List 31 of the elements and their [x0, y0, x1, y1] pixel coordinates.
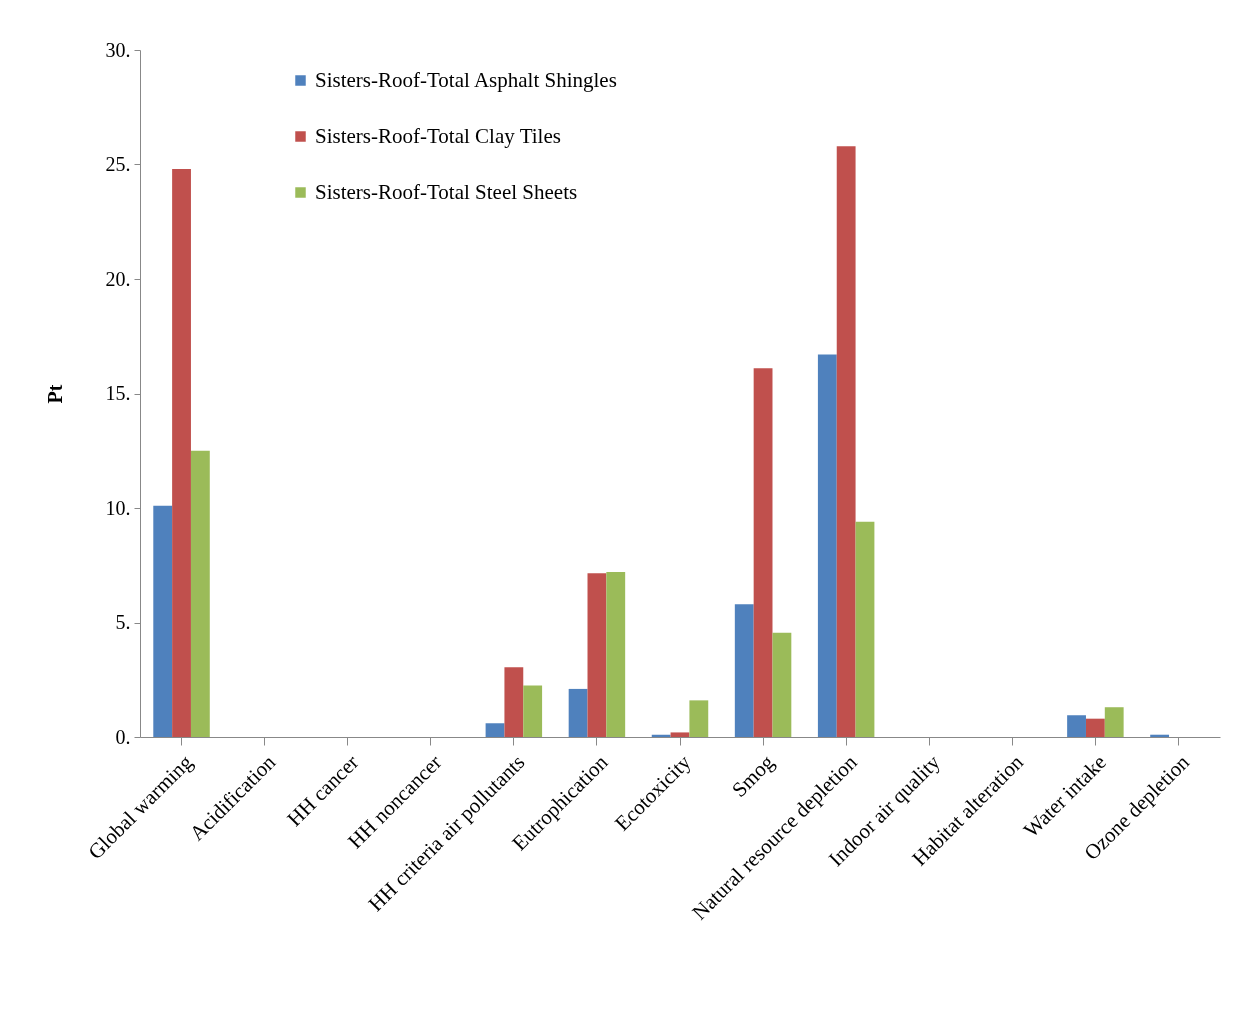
bar	[670, 732, 690, 737]
bar	[734, 604, 754, 737]
y-tick-label: 15.	[105, 382, 131, 404]
y-axis-title: Pt	[43, 384, 66, 404]
legend-label: Sisters-Roof-Total Steel Sheets	[315, 179, 578, 204]
y-tick-label: 10.	[105, 496, 131, 519]
bar	[836, 146, 856, 737]
bar	[772, 632, 792, 737]
bar	[855, 521, 875, 737]
bar	[504, 667, 524, 737]
bar	[689, 700, 709, 737]
bar	[485, 723, 505, 737]
bar	[568, 688, 588, 737]
legend-label: Sisters-Roof-Total Clay Tiles	[315, 123, 561, 148]
bar	[523, 685, 543, 737]
bar	[817, 354, 837, 737]
bar	[153, 505, 173, 737]
bar	[587, 573, 607, 737]
y-tick-label: 0.	[115, 725, 131, 748]
bar	[1085, 718, 1105, 737]
bar	[606, 572, 626, 737]
y-tick-label: 20.	[105, 267, 131, 290]
bar	[172, 169, 191, 737]
y-tick-label: 30.	[105, 38, 131, 61]
bar	[1067, 715, 1086, 737]
y-tick-label: 25.	[105, 153, 131, 175]
bar	[753, 368, 773, 737]
bar	[190, 450, 210, 737]
legend-label: Sisters-Roof-Total Asphalt Shingles	[315, 67, 617, 92]
bar	[1104, 707, 1124, 737]
y-tick-label: 5.	[115, 611, 131, 633]
